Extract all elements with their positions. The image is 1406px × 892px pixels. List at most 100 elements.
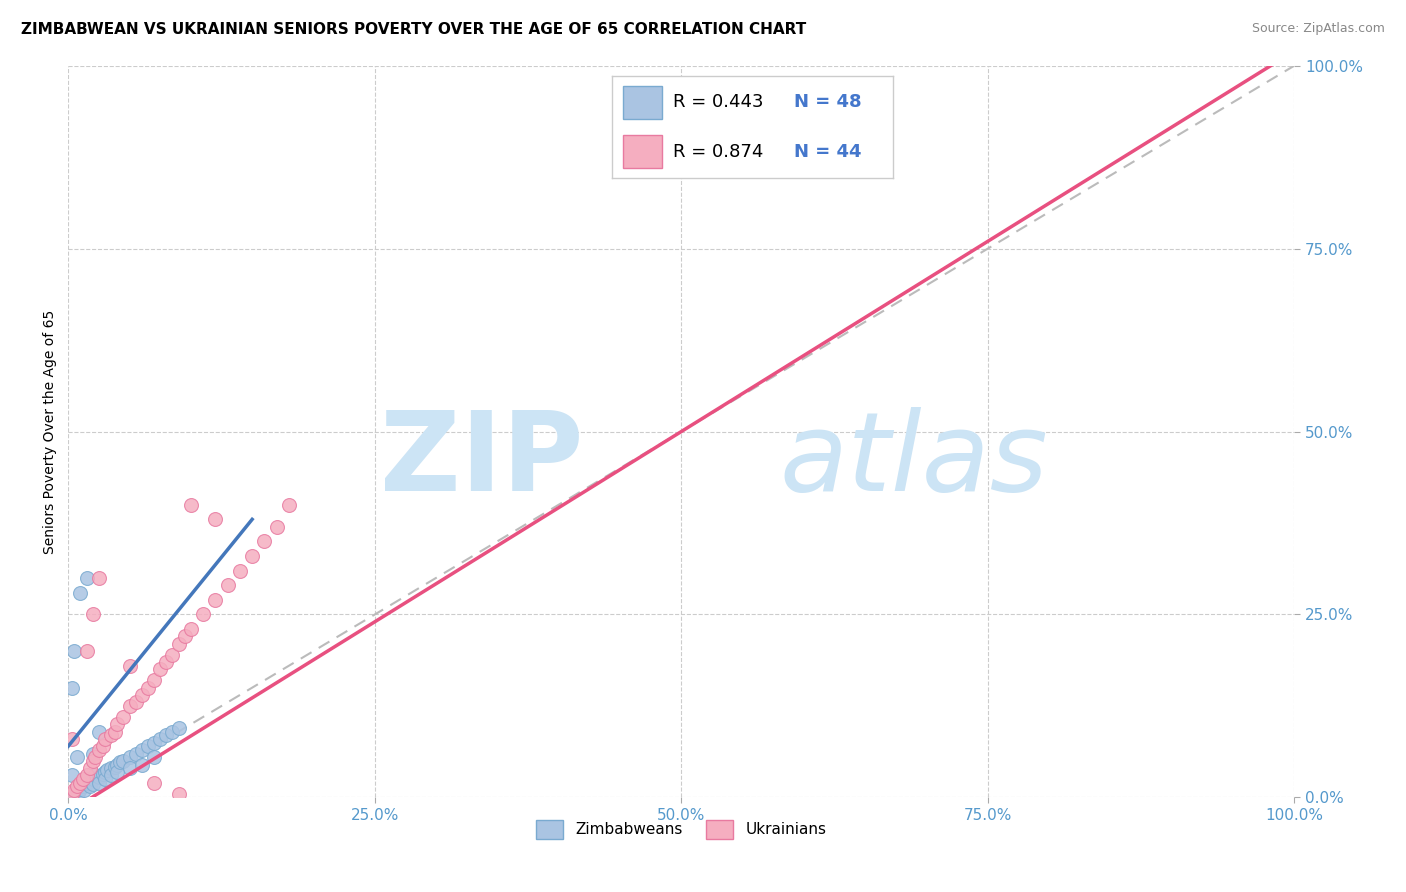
Point <box>229 564 252 578</box>
Point <box>60 681 83 695</box>
Point <box>105 757 128 772</box>
Point <box>124 695 146 709</box>
Point <box>162 648 184 662</box>
Point <box>69 585 91 599</box>
Point <box>131 688 153 702</box>
Point <box>76 776 98 790</box>
Point <box>63 784 86 798</box>
Point <box>79 774 101 789</box>
Point <box>63 783 86 797</box>
Point <box>149 662 172 676</box>
Point <box>69 781 91 796</box>
Point <box>87 776 110 790</box>
Point <box>112 754 135 768</box>
Point <box>63 644 86 658</box>
Point <box>136 739 159 754</box>
Point <box>217 578 239 592</box>
Point <box>91 767 114 781</box>
Point <box>100 768 122 782</box>
Point <box>60 787 83 801</box>
Point <box>118 761 141 775</box>
Point <box>76 768 98 782</box>
Point <box>204 592 226 607</box>
Point <box>131 743 153 757</box>
Point <box>82 772 104 786</box>
Point <box>149 731 172 746</box>
Point <box>76 772 98 786</box>
Point <box>82 777 104 791</box>
Point <box>73 783 96 797</box>
Point <box>100 728 122 742</box>
Bar <box>623 136 662 168</box>
Point <box>100 761 122 775</box>
Point <box>162 724 184 739</box>
Point <box>94 764 117 779</box>
Point <box>82 747 104 761</box>
Point <box>82 607 104 622</box>
Point <box>76 644 98 658</box>
Point <box>84 750 107 764</box>
Point <box>124 747 146 761</box>
Point <box>180 498 202 512</box>
Point <box>87 770 110 784</box>
Point <box>94 731 117 746</box>
Text: ZIP: ZIP <box>380 408 583 515</box>
Y-axis label: Seniors Poverty Over the Age of 65: Seniors Poverty Over the Age of 65 <box>44 310 58 554</box>
Point <box>104 724 127 739</box>
Point <box>173 629 195 643</box>
Bar <box>623 87 662 119</box>
Text: atlas: atlas <box>779 408 1047 515</box>
Point <box>155 655 177 669</box>
Text: ZIMBABWEAN VS UKRAINIAN SENIORS POVERTY OVER THE AGE OF 65 CORRELATION CHART: ZIMBABWEAN VS UKRAINIAN SENIORS POVERTY … <box>21 22 806 37</box>
Point <box>66 780 89 794</box>
Point <box>87 743 110 757</box>
Point <box>72 772 94 786</box>
Point <box>60 787 83 801</box>
Point <box>112 710 135 724</box>
Point <box>143 750 166 764</box>
Point <box>167 787 190 801</box>
Point <box>66 783 89 797</box>
Point <box>60 731 83 746</box>
Point <box>67 786 90 800</box>
Point <box>108 756 131 770</box>
Point <box>136 681 159 695</box>
Point <box>118 658 141 673</box>
Point <box>131 757 153 772</box>
Point <box>104 760 127 774</box>
Point <box>87 724 110 739</box>
Point <box>69 777 91 791</box>
Point <box>91 739 114 754</box>
Point <box>84 768 107 782</box>
Point <box>79 761 101 775</box>
Point <box>82 754 104 768</box>
Point <box>167 721 190 735</box>
Point <box>79 780 101 794</box>
Point <box>105 764 128 779</box>
Point <box>204 512 226 526</box>
Point <box>72 780 94 794</box>
Text: N = 44: N = 44 <box>794 143 862 161</box>
Point <box>87 571 110 585</box>
Point <box>191 607 214 622</box>
Point <box>105 717 128 731</box>
Point <box>143 776 166 790</box>
Point <box>66 750 89 764</box>
Point <box>94 772 117 786</box>
Text: R = 0.443: R = 0.443 <box>673 94 763 112</box>
Point <box>69 776 91 790</box>
Text: R = 0.874: R = 0.874 <box>673 143 763 161</box>
Point <box>76 571 98 585</box>
Point <box>143 735 166 749</box>
Point <box>180 622 202 636</box>
Text: N = 48: N = 48 <box>794 94 862 112</box>
Point <box>253 534 276 549</box>
Text: Source: ZipAtlas.com: Source: ZipAtlas.com <box>1251 22 1385 36</box>
Point <box>240 549 263 563</box>
Point <box>118 750 141 764</box>
Point <box>96 763 118 777</box>
Point <box>155 728 177 742</box>
Legend: Zimbabweans, Ukrainians: Zimbabweans, Ukrainians <box>530 814 832 845</box>
Point <box>143 673 166 688</box>
Point <box>60 768 83 782</box>
